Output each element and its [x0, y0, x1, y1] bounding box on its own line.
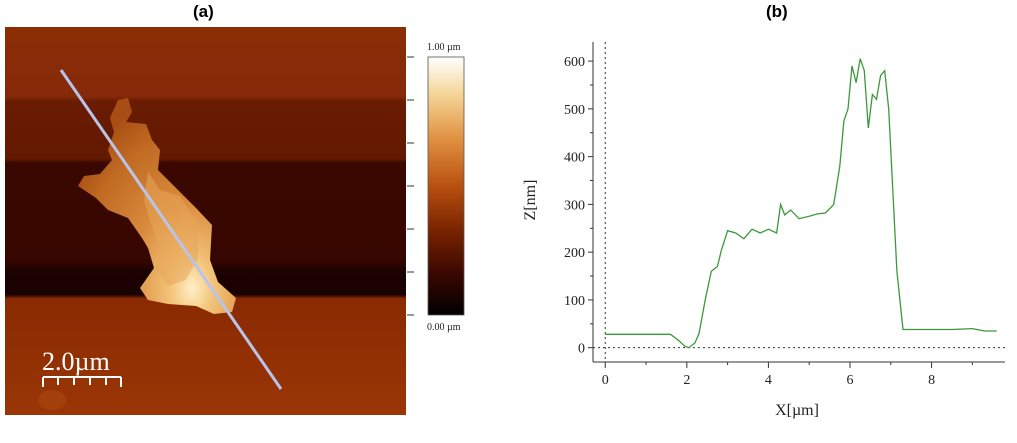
afm-debris — [38, 390, 66, 410]
y-tick-label: 400 — [564, 151, 585, 166]
y-tick-label: 100 — [564, 294, 585, 309]
series-line-profile — [605, 58, 997, 349]
x-tick-label: 4 — [765, 373, 772, 388]
x-tick-label: 0 — [602, 373, 609, 388]
y-tick-label: 0 — [578, 342, 585, 357]
profile-line — [59, 69, 283, 390]
y-tick-label: 600 — [564, 55, 585, 70]
x-tick-label: 6 — [846, 373, 853, 388]
y-tick-label: 200 — [564, 246, 585, 261]
x-tick-label: 8 — [928, 373, 935, 388]
y-tick-label: 300 — [564, 198, 585, 213]
colorbar — [427, 56, 465, 316]
afm-image-panel: 2.0µm 1.00 µm 0.00 µm — [5, 27, 465, 415]
scale-bar-label: 2.0µm — [42, 347, 110, 376]
y-tick-label: 500 — [564, 103, 585, 118]
x-axis-label: X[µm] — [775, 402, 819, 419]
x-tick-label: 2 — [683, 373, 690, 388]
colorbar-max-label: 1.00 µm — [427, 42, 461, 53]
y-axis-label: Z[nm] — [522, 180, 539, 221]
panel-b-label: (b) — [766, 2, 788, 21]
panel-a-label: (a) — [193, 2, 214, 21]
scale-bar — [42, 376, 122, 387]
colorbar-min-label: 0.00 µm — [427, 322, 461, 333]
colorbar-ticks — [407, 56, 414, 316]
